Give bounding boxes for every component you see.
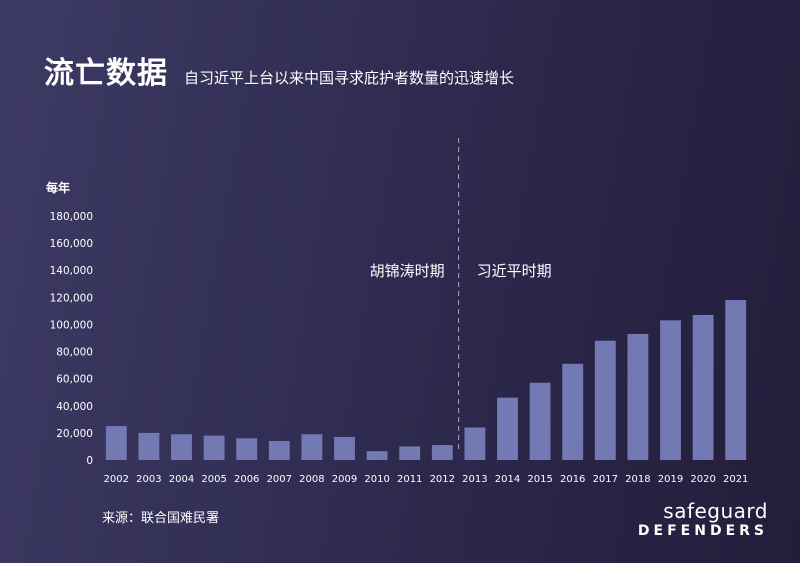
bar [171,434,192,460]
y-tick-label: 0 [86,455,93,467]
bar [301,434,323,460]
y-tick-label: 180,000 [50,211,93,223]
x-tick-label: 2014 [495,474,520,485]
bar [236,438,258,460]
bar [464,427,486,460]
y-tick-label: 100,000 [50,319,93,331]
bar [138,432,160,460]
x-tick-label: 2008 [299,474,324,485]
x-tick-label: 2016 [560,474,585,485]
bar [334,436,355,460]
bar [692,314,714,460]
bar [366,451,388,460]
x-tick-label: 2017 [593,474,618,485]
annotation-hu-era: 胡锦涛时期 [370,262,445,280]
x-tick-label: 2009 [332,474,357,485]
header: 流亡数据 自习近平上台以来中国寻求庇护者数量的迅速增长 [44,48,514,92]
x-tick-label: 2013 [462,474,487,485]
y-tick-label: 20,000 [56,428,93,440]
y-tick-label: 60,000 [56,374,93,386]
x-tick-label: 2019 [658,474,683,485]
bar [497,397,518,460]
x-tick-label: 2005 [201,474,226,485]
bar [594,340,616,460]
x-tick-label: 2011 [397,474,422,485]
bar [203,435,225,460]
x-tick-label: 2003 [136,474,161,485]
bar [660,320,681,460]
y-tick-label: 80,000 [56,347,93,359]
y-axis-label: 每年 [46,180,70,195]
x-tick-label: 2021 [723,474,748,485]
bar [268,441,290,460]
bar [529,382,551,460]
page-title: 流亡数据 [44,56,168,91]
x-tick-label: 2020 [690,474,715,485]
bar [399,446,421,460]
brand-name-bottom: DEFENDERS [637,523,768,539]
brand-logo: safeguard DEFENDERS [638,500,768,540]
x-tick-label: 2004 [169,474,194,485]
x-tick-label: 2002 [104,474,129,485]
x-tick-label: 2015 [527,474,552,485]
y-tick-label: 160,000 [50,238,93,250]
annotation-xi-era: 习近平时期 [477,262,552,280]
brand-name-top: safeguard [663,499,768,523]
bar [627,333,649,460]
x-tick-label: 2010 [364,474,389,485]
y-tick-label: 40,000 [56,401,93,413]
source-note: 来源：联合国难民署 [102,511,220,526]
bar [562,363,584,460]
x-tick-label: 2006 [234,474,259,485]
bar [431,445,453,460]
y-tick-label: 120,000 [50,292,93,304]
x-tick-label: 2018 [625,474,650,485]
x-tick-label: 2007 [267,474,292,485]
y-tick-label: 140,000 [50,265,93,277]
bar [105,426,127,460]
bar [725,300,747,460]
x-tick-label: 2012 [430,474,455,485]
page-subtitle: 自习近平上台以来中国寻求庇护者数量的迅速增长 [184,69,515,87]
